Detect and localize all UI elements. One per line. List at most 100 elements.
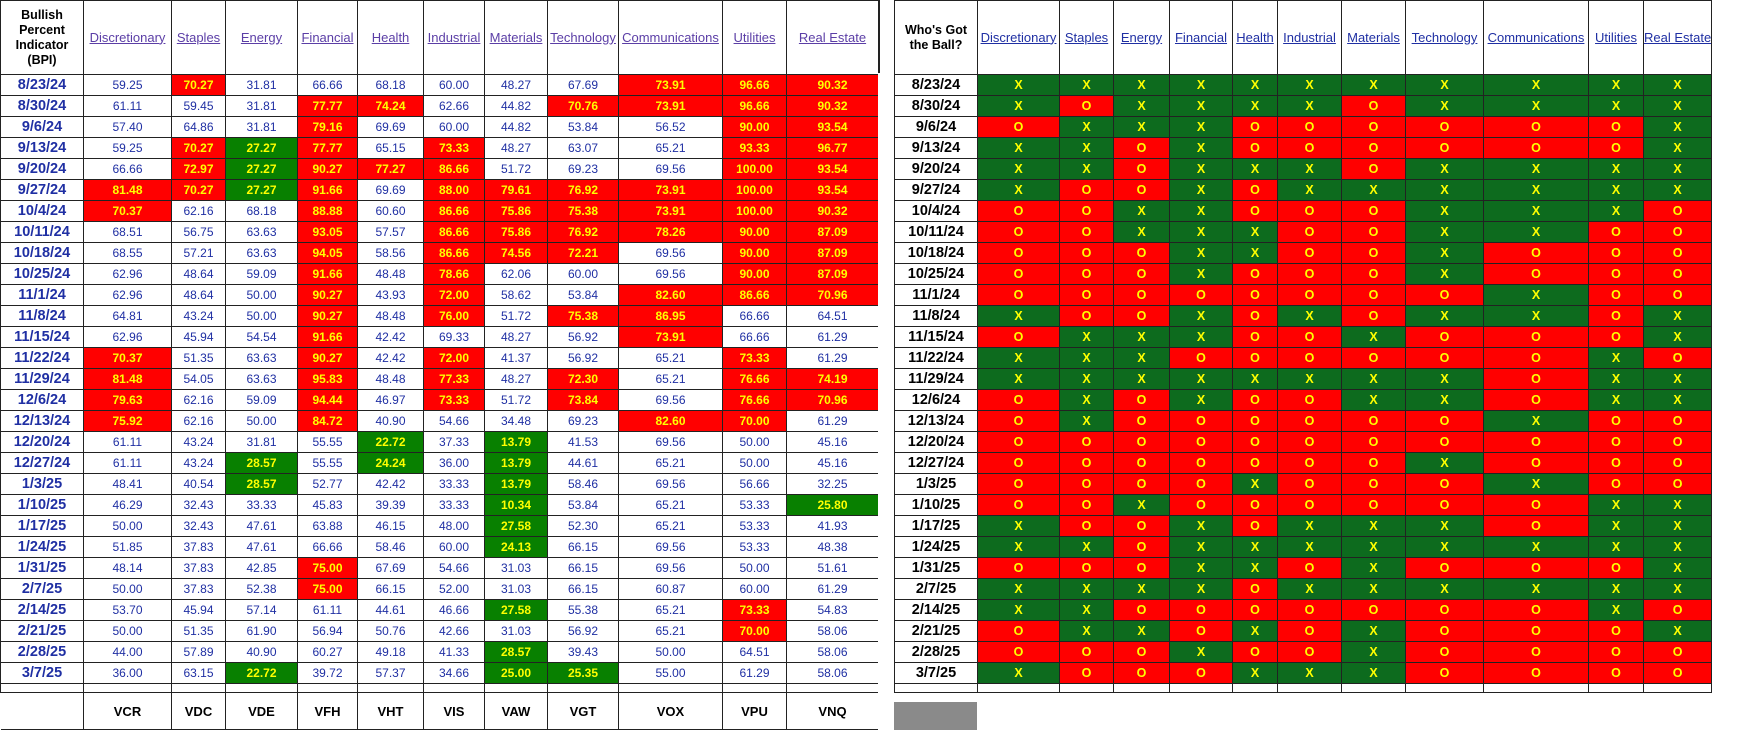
signal-cell[interactable]: O [1588,326,1644,348]
bpi-value-cell[interactable]: 58.56 [357,242,424,264]
signal-cell[interactable]: O [1405,662,1484,684]
signal-cell[interactable]: O [1405,137,1484,159]
bpi-value-cell[interactable]: 63.88 [297,515,358,537]
signal-cell[interactable]: X [1588,74,1644,96]
bpi-value-cell[interactable]: 77.27 [357,158,424,180]
bpi-value-cell[interactable]: 13.79 [484,473,548,495]
signal-cell[interactable]: O [1642,242,1713,264]
bpi-value-cell[interactable]: 73.33 [423,137,485,159]
bpi-value-cell[interactable]: 73.91 [618,179,723,201]
column-header[interactable]: Utilities [722,0,787,75]
bpi-value-cell[interactable]: 49.18 [357,641,424,663]
signal-cell[interactable]: X [1642,305,1713,327]
bpi-value-cell[interactable]: 86.95 [618,305,723,327]
signal-cell[interactable]: X [1169,200,1233,222]
signal-cell[interactable]: X [1113,221,1170,243]
signal-cell[interactable]: O [1169,620,1233,642]
signal-cell[interactable]: O [1277,200,1342,222]
bpi-value-cell[interactable]: 74.19 [786,368,879,390]
signal-cell[interactable]: O [1483,557,1589,579]
signal-cell[interactable]: O [1588,116,1644,138]
signal-cell[interactable]: X [1169,74,1233,96]
bpi-value-cell[interactable]: 63.63 [225,347,298,369]
bpi-value-cell[interactable]: 78.26 [618,221,723,243]
bpi-value-cell[interactable]: 70.96 [786,389,879,411]
signal-cell[interactable]: O [1277,431,1342,453]
signal-cell[interactable]: X [1341,368,1406,390]
bpi-value-cell[interactable]: 33.33 [423,494,485,516]
signal-cell[interactable]: O [1483,347,1589,369]
signal-cell[interactable]: X [1642,494,1713,516]
column-header-link[interactable]: Utilities [1595,29,1637,45]
signal-cell[interactable]: X [1405,263,1484,285]
ticker-cell[interactable]: VIS [423,692,485,730]
bpi-value-cell[interactable]: 64.51 [722,641,787,663]
bpi-value-cell[interactable]: 75.86 [484,221,548,243]
signal-cell[interactable]: X [977,662,1060,684]
bpi-value-cell[interactable]: 53.33 [722,536,787,558]
bpi-value-cell[interactable]: 27.27 [225,179,298,201]
signal-cell[interactable]: O [1341,137,1406,159]
bpi-value-cell[interactable]: 22.72 [357,431,424,453]
signal-cell[interactable]: X [1113,95,1170,117]
column-header-link[interactable]: Communications [1487,29,1585,45]
signal-cell[interactable]: O [1405,641,1484,663]
bpi-value-cell[interactable]: 48.27 [484,368,548,390]
signal-cell[interactable]: X [1169,242,1233,264]
column-header-link[interactable]: Staples [1064,29,1109,45]
bpi-value-cell[interactable]: 69.56 [618,557,723,579]
bpi-value-cell[interactable]: 52.30 [547,515,619,537]
bpi-value-cell[interactable]: 37.83 [171,578,226,600]
signal-cell[interactable]: X [1405,158,1484,180]
signal-cell[interactable]: X [1483,74,1589,96]
bpi-value-cell[interactable]: 10.34 [484,494,548,516]
signal-cell[interactable]: X [1341,620,1406,642]
date-cell[interactable]: 12/6/24 [894,389,978,411]
bpi-value-cell[interactable]: 56.75 [171,221,226,243]
signal-cell[interactable]: O [977,641,1060,663]
signal-cell[interactable]: O [1588,431,1644,453]
bpi-value-cell[interactable]: 31.81 [225,95,298,117]
bpi-value-cell[interactable]: 48.27 [484,137,548,159]
signal-cell[interactable]: O [1169,599,1233,621]
bpi-value-cell[interactable]: 69.56 [618,473,723,495]
bpi-value-cell[interactable]: 73.84 [547,389,619,411]
signal-cell[interactable]: O [1059,305,1114,327]
signal-cell[interactable]: O [1232,137,1278,159]
date-cell[interactable]: 11/22/24 [894,347,978,369]
column-header[interactable]: Communications [618,0,723,75]
signal-cell[interactable]: O [1405,599,1484,621]
signal-cell[interactable]: X [1588,536,1644,558]
bpi-value-cell[interactable]: 50.00 [83,620,172,642]
signal-cell[interactable]: X [1277,662,1342,684]
signal-cell[interactable]: X [1405,179,1484,201]
bpi-value-cell[interactable]: 76.92 [547,179,619,201]
date-cell[interactable]: 12/6/24 [0,389,84,411]
bpi-value-cell[interactable]: 25.00 [484,662,548,684]
signal-cell[interactable]: X [1232,221,1278,243]
signal-cell[interactable]: X [1232,662,1278,684]
signal-cell[interactable]: X [1059,116,1114,138]
bpi-value-cell[interactable]: 36.00 [83,662,172,684]
column-header-link[interactable]: Energy [1120,29,1163,45]
signal-cell[interactable]: O [1232,578,1278,600]
bpi-value-cell[interactable]: 96.66 [722,95,787,117]
signal-cell[interactable]: O [977,116,1060,138]
bpi-value-cell[interactable]: 50.00 [722,431,787,453]
bpi-value-cell[interactable]: 48.00 [423,515,485,537]
bpi-value-cell[interactable]: 93.33 [722,137,787,159]
signal-cell[interactable]: O [1341,410,1406,432]
bpi-value-cell[interactable]: 32.25 [786,473,879,495]
signal-cell[interactable]: X [1169,95,1233,117]
signal-cell[interactable]: X [1341,515,1406,537]
signal-cell[interactable]: O [1277,557,1342,579]
signal-cell[interactable]: X [1483,221,1589,243]
signal-cell[interactable]: X [1483,95,1589,117]
date-cell[interactable]: 10/25/24 [0,263,84,285]
bpi-value-cell[interactable]: 41.37 [484,347,548,369]
bpi-value-cell[interactable]: 70.00 [722,620,787,642]
column-header[interactable]: Real Estate [786,0,879,75]
signal-cell[interactable]: O [1113,305,1170,327]
bpi-value-cell[interactable]: 93.54 [786,116,879,138]
bpi-value-cell[interactable]: 79.61 [484,179,548,201]
